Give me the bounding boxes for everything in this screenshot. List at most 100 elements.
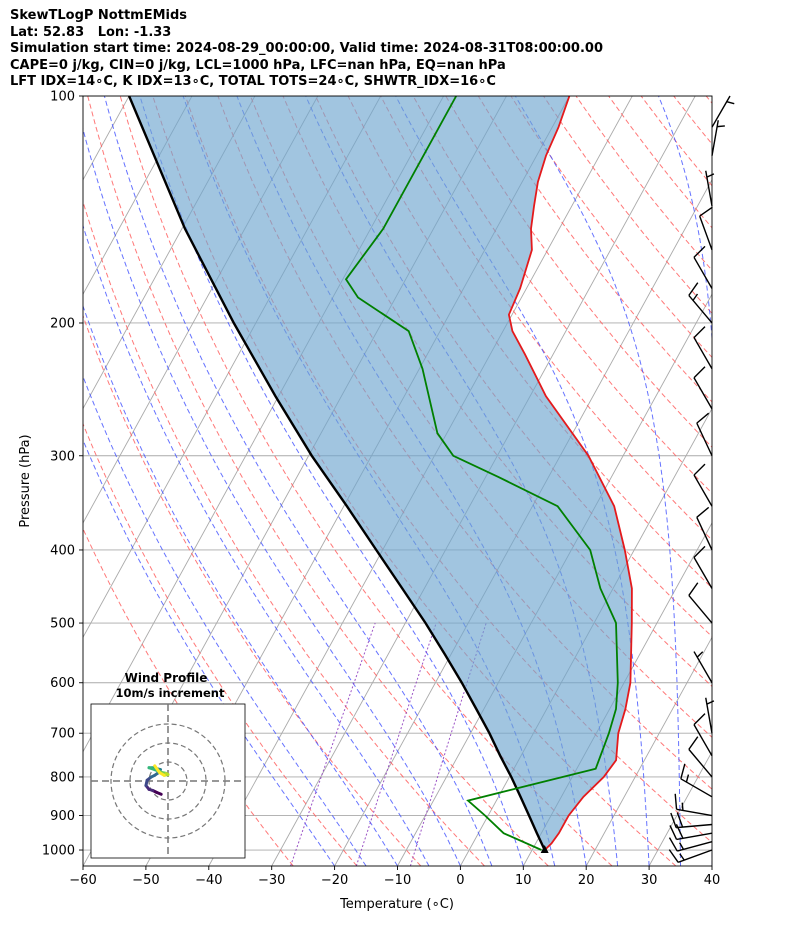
barb-feather xyxy=(693,366,706,379)
hodograph-grid xyxy=(91,704,245,858)
lcl-marker xyxy=(540,845,549,854)
moist-adiabat xyxy=(139,96,524,866)
wind-barb xyxy=(693,463,713,507)
cape-cin-shading xyxy=(129,96,632,850)
x-tick-label: 30 xyxy=(641,873,658,888)
wind-barb xyxy=(705,170,715,207)
wind-barb xyxy=(696,412,713,457)
y-tick-label: 500 xyxy=(50,617,75,632)
wind-barb xyxy=(688,582,713,624)
dry-adiabat xyxy=(83,527,294,866)
moist-adiabat xyxy=(395,96,650,866)
barb-staff xyxy=(677,849,713,863)
barb-feather xyxy=(693,326,706,339)
wind-barb xyxy=(693,366,713,410)
wind-barb xyxy=(688,736,713,778)
barb-staff xyxy=(693,724,713,757)
wind-barb xyxy=(693,326,713,370)
y-tick-label: 100 xyxy=(50,90,75,105)
x-tick-label: 10 xyxy=(515,873,532,888)
barb-feather xyxy=(688,582,699,596)
barb-feather xyxy=(685,774,690,783)
y-tick-label: 800 xyxy=(50,770,75,785)
barb-feather xyxy=(688,736,699,750)
barb-feather xyxy=(692,293,699,301)
wind-barb xyxy=(668,849,713,863)
isotherm-line xyxy=(83,96,193,296)
wind-barb xyxy=(693,713,713,757)
barb-feather xyxy=(693,245,706,258)
chart-title: SkewTLogP NottmEMids xyxy=(10,8,188,23)
chart-header: SkewTLogP NottmEMids Lat: 52.83 Lon: -1.… xyxy=(10,8,790,91)
wind-barb xyxy=(668,837,713,852)
barb-staff xyxy=(693,557,713,589)
mixing-ratio-line xyxy=(290,622,376,866)
x-tick-label: 20 xyxy=(578,873,595,888)
moist-adiabat xyxy=(514,96,681,866)
axis-ticks: −60 −50 −40 −30 −20 −10 0 10 20 30 40 1000 900 800 700… xyxy=(42,90,720,889)
x-tick-label: −10 xyxy=(384,873,411,888)
dewpoint-line xyxy=(344,96,619,851)
y-tick-label: 700 xyxy=(50,727,75,742)
barb-feather xyxy=(699,206,713,217)
y-tick-label: 600 xyxy=(50,676,75,691)
isotherm-line xyxy=(711,865,712,866)
barb-feather xyxy=(669,825,678,840)
wind-barbs xyxy=(668,95,735,863)
hodograph-inset: Wind Profile 10m/s increment xyxy=(90,671,246,859)
temperature-line xyxy=(507,96,633,851)
isotherm-line xyxy=(0,96,3,866)
y-tick-label: 300 xyxy=(50,449,75,464)
barb-feather xyxy=(670,812,677,828)
barb-staff xyxy=(696,422,713,457)
isotherm-line xyxy=(585,636,712,866)
wind-barb xyxy=(669,823,713,841)
barb-staff xyxy=(693,474,713,507)
x-tick-label: 40 xyxy=(704,873,721,888)
location-line: Lat: 52.83 Lon: -1.33 xyxy=(10,24,172,40)
dry-adiabat xyxy=(83,200,485,866)
x-axis-label: Temperature (∘C) xyxy=(339,897,454,912)
dry-adiabat xyxy=(640,96,712,187)
y-tick-label: 900 xyxy=(50,809,75,824)
barb-feather xyxy=(688,282,699,296)
barb-staff xyxy=(693,256,713,289)
dry-adiabat xyxy=(705,96,712,104)
barb-feather xyxy=(696,412,710,424)
wind-barb xyxy=(711,120,725,156)
dry-adiabat xyxy=(608,96,712,229)
wind-barb xyxy=(705,697,715,734)
barb-staff xyxy=(696,517,713,551)
barb-staff xyxy=(693,651,713,684)
wind-barb xyxy=(693,651,713,684)
y-tick-label: 400 xyxy=(50,543,75,558)
barb-feather xyxy=(681,802,684,811)
dry-adiabat xyxy=(119,96,613,866)
wind-barb xyxy=(699,206,713,251)
barb-feather xyxy=(717,125,725,128)
barb-feather xyxy=(693,545,706,558)
y-tick-label: 1000 xyxy=(42,844,75,859)
barb-staff xyxy=(699,215,713,251)
x-tick-label: −30 xyxy=(258,873,285,888)
wind-barb xyxy=(693,545,713,589)
wind-barb xyxy=(674,793,713,817)
wind-barb xyxy=(680,763,713,798)
wind-barb xyxy=(711,95,735,128)
barb-staff xyxy=(680,778,713,798)
isotherm-line xyxy=(648,750,712,866)
wind-barb xyxy=(670,812,713,829)
barb-feather xyxy=(696,506,710,518)
barb-feather xyxy=(679,842,685,850)
time-line: Simulation start time: 2024-08-29_00:00:… xyxy=(10,41,603,56)
barb-feather xyxy=(726,100,735,105)
moist-adiabat xyxy=(83,438,336,866)
moist-adiabat xyxy=(83,304,398,866)
index-line: LFT IDX=14∘C, K IDX=13∘C, TOTAL TOTS=24∘… xyxy=(10,74,496,89)
moist-adiabat xyxy=(83,224,430,866)
dry-adiabat xyxy=(380,96,712,541)
barb-feather xyxy=(696,651,704,658)
barb-feather xyxy=(706,700,715,705)
moist-adiabat xyxy=(103,96,493,866)
